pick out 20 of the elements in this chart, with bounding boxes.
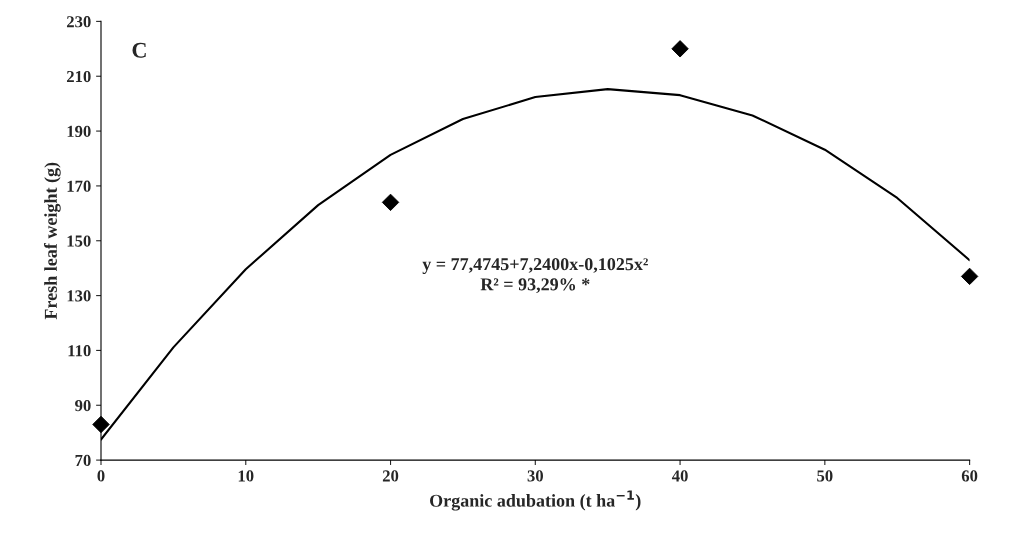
x-tick-label: 20	[382, 470, 399, 482]
y-tick-label: 130	[67, 290, 91, 302]
annotation: C	[132, 42, 146, 58]
y-tick-label: 190	[67, 125, 91, 138]
x-tick-label: 10	[238, 470, 254, 482]
y-tick-label: 170	[67, 180, 91, 192]
x-axis-title: Organic adubation (t ha$^{−1}$)	[430, 490, 641, 511]
y-tick-label: 110	[68, 345, 91, 357]
y-axis-title: Fresh leaf weight (g)	[44, 162, 61, 320]
y-tick-label: 70	[75, 454, 91, 467]
y-tick-label: 90	[75, 399, 91, 412]
x-tick-label: 50	[817, 470, 833, 482]
annotation: y = 77,4745+7,2400x-0,1025x² R² = 93,29% *	[422, 258, 648, 294]
x-tick-label: 40	[671, 470, 688, 482]
x-tick-label: 0	[97, 470, 105, 482]
x-tick-label: 60	[961, 470, 978, 482]
x-tick-label: 30	[527, 470, 543, 482]
y-tick-label: 150	[67, 235, 91, 247]
y-tick-label: 230	[66, 16, 91, 28]
y-tick-label: 210	[66, 70, 91, 83]
